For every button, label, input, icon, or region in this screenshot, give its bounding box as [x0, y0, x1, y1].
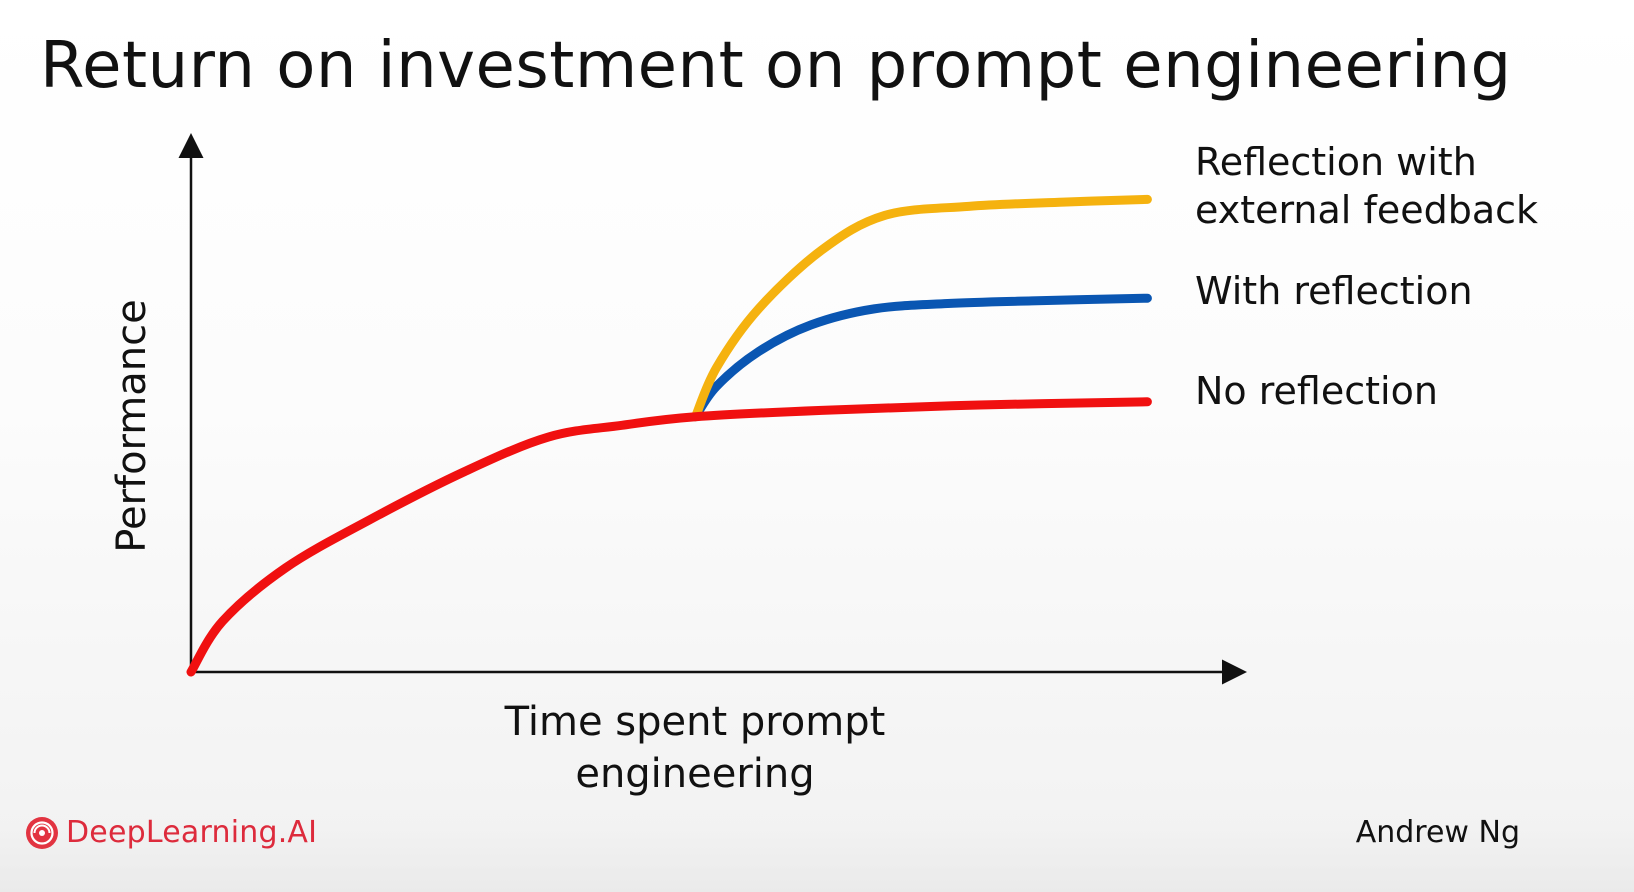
slide-title: Return on investment on prompt engineeri…: [40, 29, 1512, 103]
series-line-no-reflection: [186, 397, 1152, 677]
x-axis-label: Time spent prompt engineering: [504, 699, 886, 797]
brand-logo: DeepLearning.AI: [24, 812, 317, 854]
series-line-with-reflection: [690, 293, 1152, 422]
legend-label-with-reflection: With reflection: [1195, 269, 1473, 313]
y-axis-label: Performance: [109, 299, 155, 553]
legend-label-no-reflection: No reflection: [1195, 369, 1438, 413]
author-name: Andrew Ng: [1355, 815, 1520, 850]
series-line-reflection-with-external-feedback: [690, 194, 1152, 422]
legend-label-external-feedback: Reflection with external feedback: [1195, 140, 1539, 232]
series-lines: [186, 194, 1152, 677]
footer-band: [0, 824, 1634, 892]
deeplearning-logo-icon: [26, 817, 58, 849]
brand-name: DeepLearning.AI: [66, 815, 318, 850]
